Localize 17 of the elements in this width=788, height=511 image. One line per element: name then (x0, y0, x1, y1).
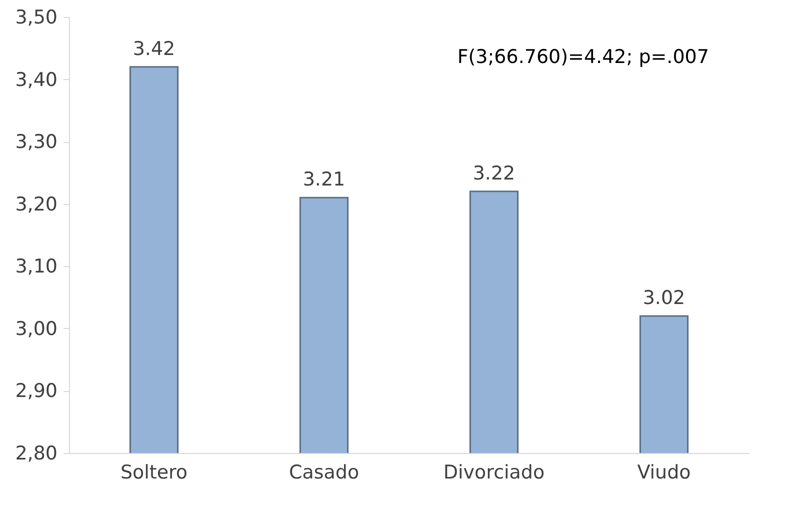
data-label: 3.22 (472, 162, 516, 184)
y-tick-label: 3,30 (15, 131, 58, 154)
data-label: 3.42 (132, 38, 176, 60)
y-tick-label: 3,00 (15, 318, 58, 340)
x-tick-label: Divorciado (443, 462, 545, 484)
y-tick-label: 3,10 (15, 256, 58, 278)
x-tick-label: Viudo (637, 462, 691, 484)
x-tick-label: Soltero (120, 462, 188, 484)
y-tick-label: 3,40 (15, 68, 58, 91)
y-tick-label: 3,20 (15, 193, 58, 216)
y-tick-label: 3,50 (15, 6, 58, 28)
x-tick-label: Casado (288, 462, 360, 484)
y-tick-label: 2,90 (15, 380, 58, 402)
data-label: 3.21 (302, 168, 346, 191)
annotation: F(3;66.760)=4.42; p=.007 (457, 46, 709, 68)
data-label: 3.02 (642, 286, 686, 309)
y-tick-label: 2,80 (15, 442, 58, 464)
